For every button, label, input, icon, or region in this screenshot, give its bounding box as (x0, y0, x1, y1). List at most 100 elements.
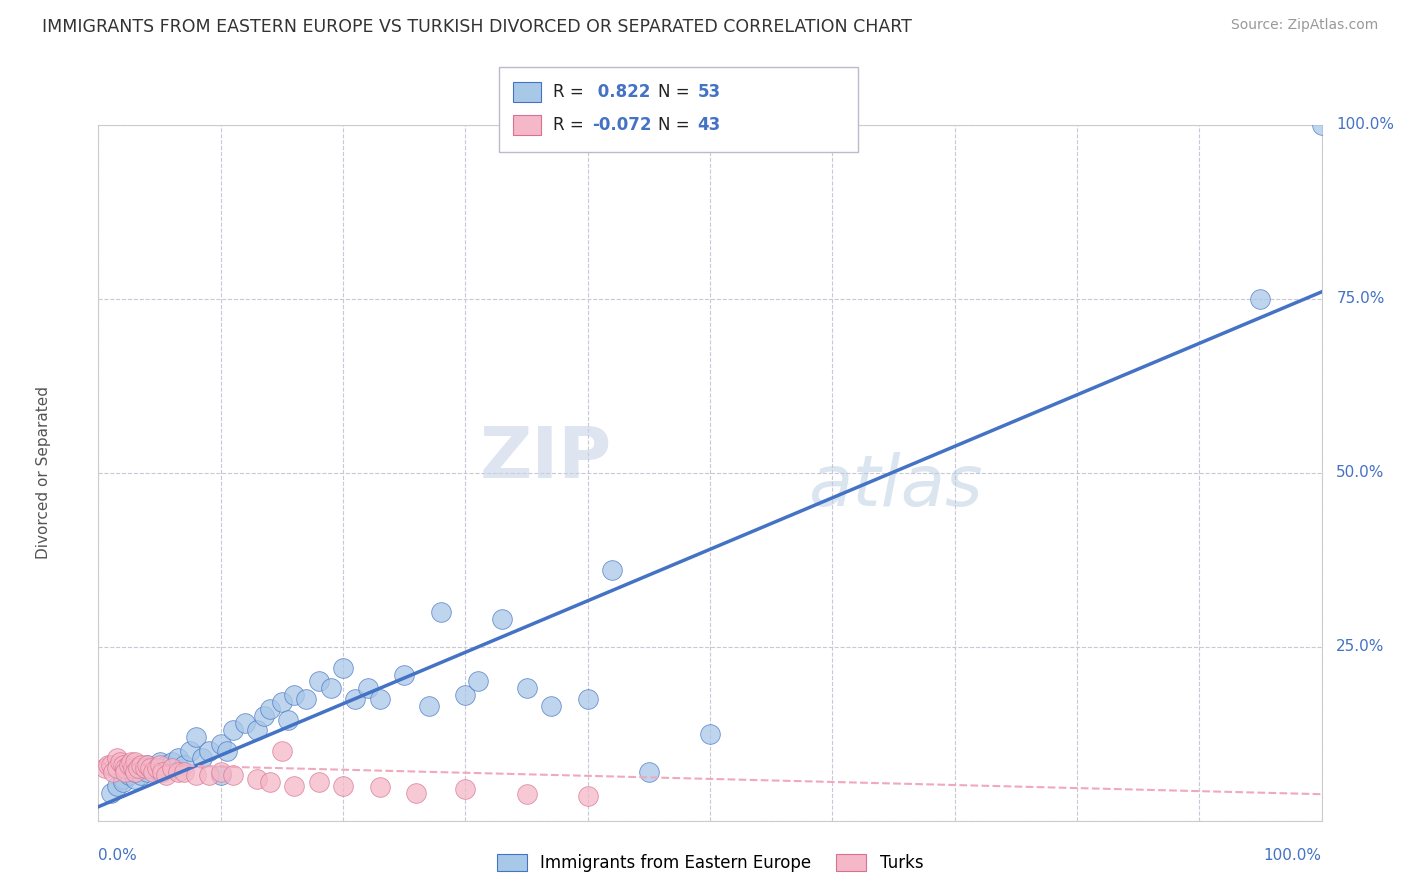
Point (222, 768, 245, 782)
Point (105, 761, 128, 775)
Point (179, 744, 201, 758)
Point (134, 761, 156, 775)
Text: 100.0%: 100.0% (1264, 848, 1322, 863)
Point (121, 761, 143, 775)
Point (209, 764, 232, 779)
Point (283, 689, 305, 703)
Point (150, 764, 173, 779)
Text: 0.822: 0.822 (592, 83, 651, 101)
Point (246, 772, 269, 786)
Text: R =: R = (553, 83, 589, 101)
Point (270, 695, 294, 709)
Point (186, 768, 208, 782)
Point (114, 764, 136, 779)
Point (146, 761, 169, 775)
Text: ZIP: ZIP (479, 425, 612, 493)
Point (101, 764, 124, 779)
Point (93, 761, 115, 775)
Point (576, 692, 599, 706)
Point (356, 681, 378, 696)
Point (167, 764, 190, 779)
Point (160, 761, 183, 775)
Point (124, 755, 146, 769)
Point (283, 779, 305, 793)
Point (699, 726, 721, 740)
Point (100, 786, 122, 800)
Point (111, 758, 134, 772)
Point (118, 768, 141, 782)
Point (515, 787, 537, 801)
Text: R =: R = (553, 116, 589, 134)
Text: 50.0%: 50.0% (1336, 466, 1385, 480)
Point (491, 612, 513, 626)
Point (368, 692, 391, 706)
Point (149, 758, 172, 772)
Point (127, 761, 149, 775)
Text: IMMIGRANTS FROM EASTERN EUROPE VS TURKISH DIVORCED OR SEPARATED CORRELATION CHAR: IMMIGRANTS FROM EASTERN EUROPE VS TURKIS… (42, 18, 912, 36)
Point (124, 764, 146, 779)
Point (246, 723, 269, 738)
Point (160, 755, 183, 769)
Point (197, 744, 219, 758)
Point (467, 674, 489, 689)
Point (270, 744, 294, 758)
Point (515, 681, 537, 696)
Point (308, 674, 330, 689)
Point (576, 789, 599, 804)
Point (233, 716, 256, 731)
Point (114, 761, 136, 775)
Point (186, 730, 208, 744)
Point (540, 698, 562, 713)
Point (142, 761, 165, 775)
Point (418, 698, 440, 713)
Point (136, 764, 159, 779)
Point (1249, 292, 1271, 306)
Text: 100.0%: 100.0% (1336, 118, 1395, 132)
Point (392, 667, 416, 681)
Text: Divorced or Separated: Divorced or Separated (37, 386, 51, 559)
Point (209, 737, 232, 751)
Text: atlas: atlas (808, 452, 983, 521)
Point (129, 758, 152, 772)
Point (1310, 118, 1333, 132)
Text: -0.072: -0.072 (592, 116, 651, 134)
Point (111, 775, 134, 789)
Point (191, 751, 214, 765)
Point (105, 779, 128, 793)
Point (277, 713, 299, 727)
Point (136, 758, 159, 772)
Text: Source: ZipAtlas.com: Source: ZipAtlas.com (1230, 18, 1378, 32)
Point (173, 764, 195, 779)
Point (209, 768, 232, 782)
Point (259, 702, 281, 716)
Point (167, 751, 190, 765)
Point (139, 761, 162, 775)
Point (454, 782, 477, 797)
Legend: Immigrants from Eastern Europe, Turks: Immigrants from Eastern Europe, Turks (491, 847, 929, 879)
Point (155, 768, 177, 782)
Point (197, 768, 219, 782)
Point (149, 755, 172, 769)
Point (97, 758, 120, 772)
Point (124, 772, 146, 786)
Point (136, 758, 159, 772)
Point (308, 775, 330, 789)
Point (129, 768, 152, 782)
Point (118, 758, 141, 772)
Text: 75.0%: 75.0% (1336, 292, 1385, 306)
Point (100, 758, 122, 772)
Point (252, 709, 274, 723)
Text: 0.0%: 0.0% (98, 848, 138, 863)
Point (120, 755, 142, 769)
Point (215, 744, 238, 758)
Point (332, 779, 354, 793)
Point (600, 563, 623, 577)
Point (430, 605, 453, 619)
Text: 53: 53 (697, 83, 720, 101)
Text: N =: N = (658, 116, 695, 134)
Point (295, 692, 318, 706)
Point (105, 751, 128, 765)
Point (173, 758, 195, 772)
Point (222, 723, 245, 738)
Point (637, 764, 661, 779)
